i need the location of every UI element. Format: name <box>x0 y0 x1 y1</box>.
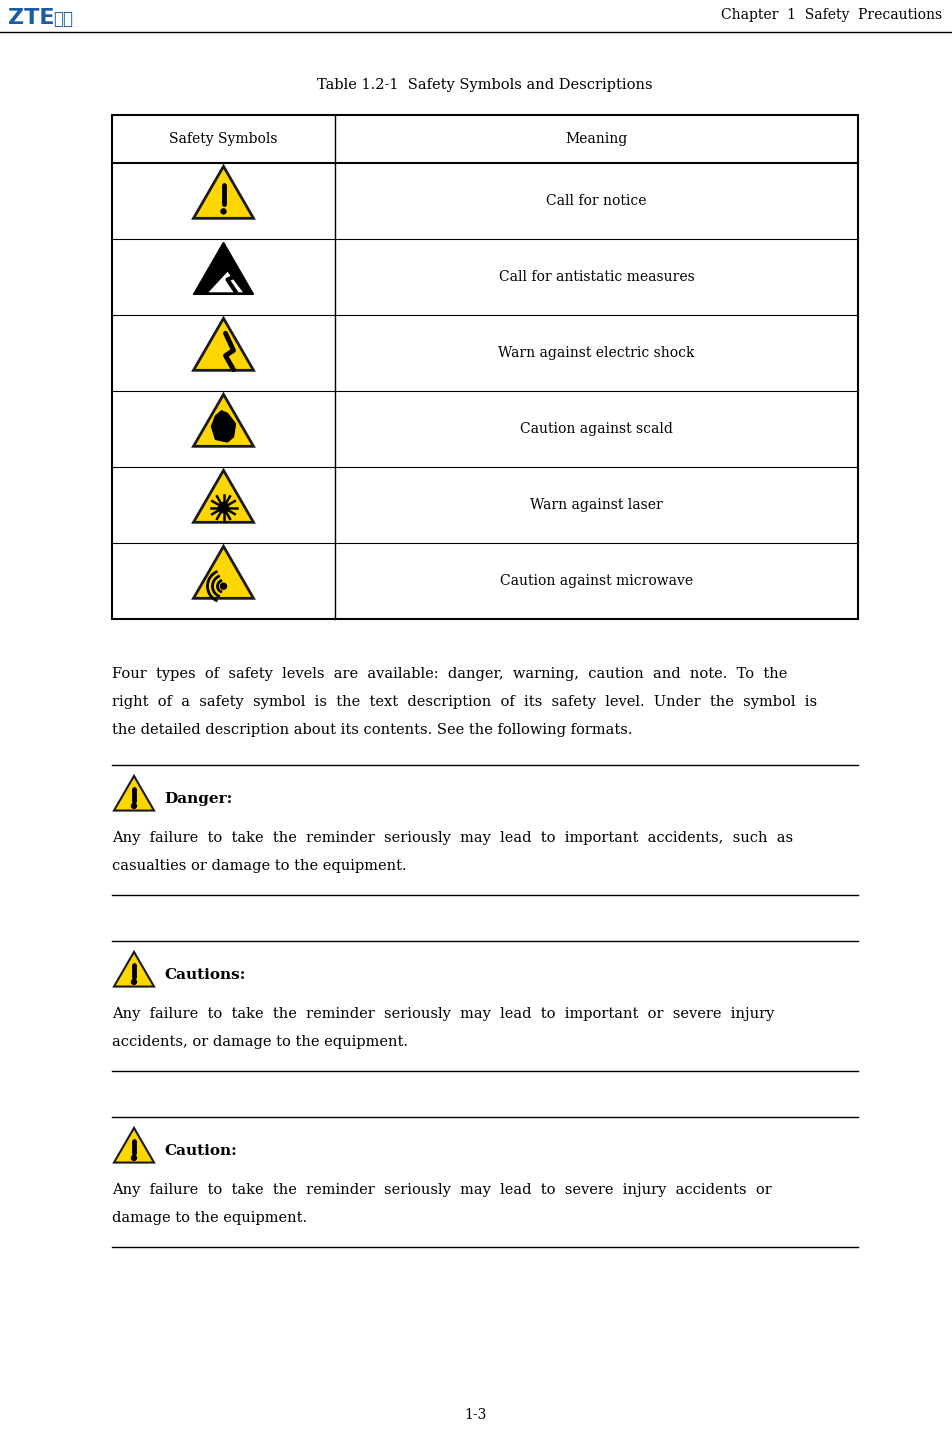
Text: Caution:: Caution: <box>164 1144 237 1159</box>
Text: Table 1.2-1  Safety Symbols and Descriptions: Table 1.2-1 Safety Symbols and Descripti… <box>317 78 653 92</box>
Text: Warn against laser: Warn against laser <box>530 499 663 512</box>
Text: Four  types  of  safety  levels  are  available:  danger,  warning,  caution  an: Four types of safety levels are availabl… <box>112 667 787 682</box>
Text: Chapter  1  Safety  Precautions: Chapter 1 Safety Precautions <box>721 9 942 22</box>
Circle shape <box>131 980 136 984</box>
Text: Call for antistatic measures: Call for antistatic measures <box>499 269 694 284</box>
Circle shape <box>219 503 228 513</box>
Text: accidents, or damage to the equipment.: accidents, or damage to the equipment. <box>112 1035 408 1049</box>
Polygon shape <box>193 242 253 294</box>
Polygon shape <box>193 546 253 598</box>
Text: Any  failure  to  take  the  reminder  seriously  may  lead  to  severe  injury : Any failure to take the reminder serious… <box>112 1183 772 1197</box>
Text: Any  failure  to  take  the  reminder  seriously  may  lead  to  important  acci: Any failure to take the reminder serious… <box>112 831 793 844</box>
Polygon shape <box>193 395 253 447</box>
Bar <box>112 115 858 620</box>
Text: damage to the equipment.: damage to the equipment. <box>112 1210 307 1225</box>
Polygon shape <box>211 411 235 442</box>
Text: casualties or damage to the equipment.: casualties or damage to the equipment. <box>112 859 407 873</box>
Polygon shape <box>114 1128 154 1163</box>
Circle shape <box>131 804 136 808</box>
Text: ZTE: ZTE <box>8 9 54 27</box>
Text: Danger:: Danger: <box>164 793 232 806</box>
Text: Warn against electric shock: Warn against electric shock <box>498 346 695 360</box>
Text: 1-3: 1-3 <box>465 1408 487 1422</box>
Circle shape <box>221 209 226 213</box>
Circle shape <box>221 584 227 589</box>
Polygon shape <box>114 775 154 810</box>
Text: Caution against scald: Caution against scald <box>520 422 673 437</box>
Circle shape <box>131 1156 136 1160</box>
Text: right  of  a  safety  symbol  is  the  text  description  of  its  safety  level: right of a safety symbol is the text des… <box>112 695 817 709</box>
Polygon shape <box>193 470 253 522</box>
Text: Safety Symbols: Safety Symbols <box>169 133 278 146</box>
Polygon shape <box>193 166 253 219</box>
Polygon shape <box>193 318 253 370</box>
Text: 中兴: 中兴 <box>53 10 73 27</box>
Text: Caution against microwave: Caution against microwave <box>500 574 693 588</box>
Text: Meaning: Meaning <box>565 133 627 146</box>
Text: Any  failure  to  take  the  reminder  seriously  may  lead  to  important  or  : Any failure to take the reminder serious… <box>112 1007 774 1022</box>
Text: Call for notice: Call for notice <box>546 195 646 208</box>
Polygon shape <box>114 953 154 987</box>
Text: Cautions:: Cautions: <box>164 968 246 981</box>
Text: the detailed description about its contents. See the following formats.: the detailed description about its conte… <box>112 723 632 736</box>
Polygon shape <box>208 272 243 293</box>
